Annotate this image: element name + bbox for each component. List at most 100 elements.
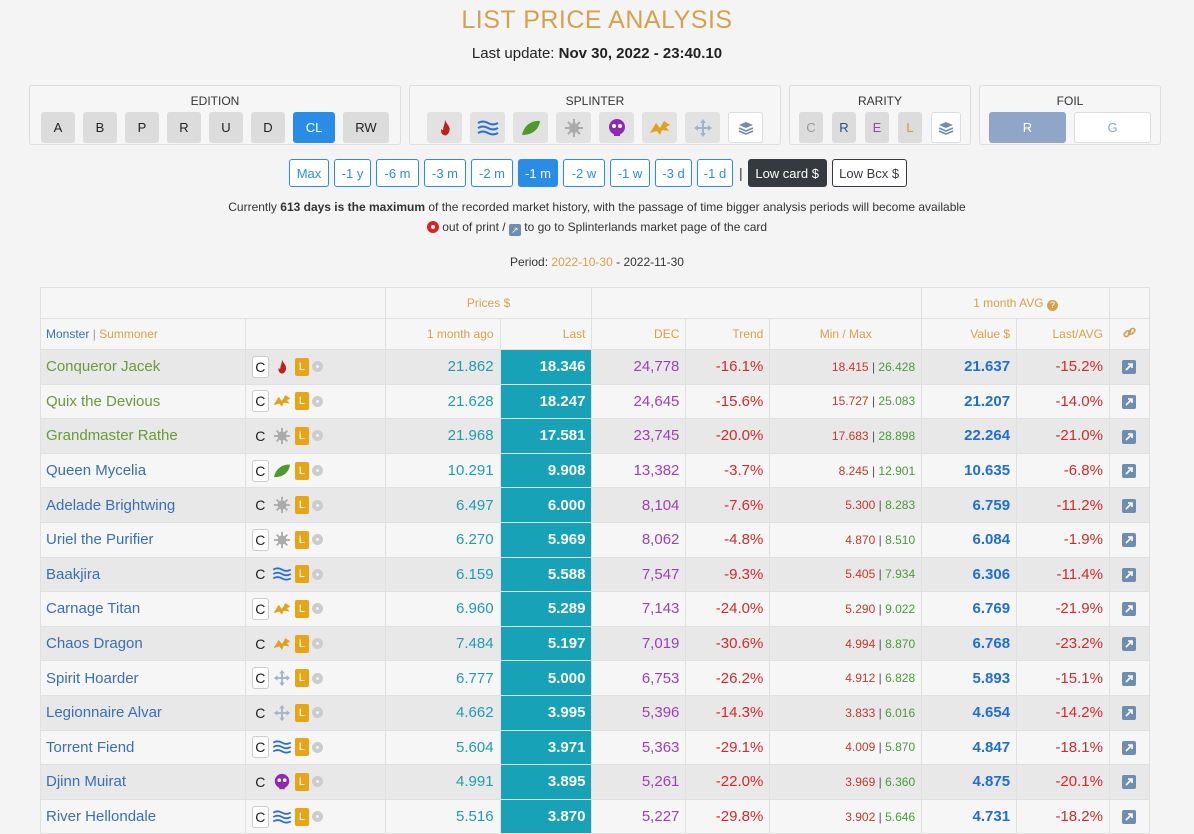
period-3d-button[interactable]: -3 d — [655, 159, 692, 187]
monster-name[interactable]: Legionnaire Alvar — [40, 694, 246, 731]
monster-name[interactable]: Carnage Titan — [40, 591, 246, 627]
external-link-icon[interactable] — [1122, 567, 1137, 582]
icons-column-header — [244, 318, 386, 350]
edition-rw-button[interactable]: RW — [343, 112, 389, 143]
splinter-neutral-button[interactable] — [685, 112, 720, 143]
external-link-icon[interactable] — [1122, 498, 1137, 513]
month-ago-header[interactable]: 1 month ago — [384, 318, 501, 350]
lastavg-header[interactable]: Last/AVG — [1016, 318, 1110, 350]
market-link[interactable] — [1108, 798, 1151, 834]
edition-r-button[interactable]: R — [167, 112, 201, 143]
life-icon — [272, 530, 292, 550]
external-link-icon[interactable] — [1122, 602, 1137, 617]
monster-name[interactable]: Chaos Dragon — [40, 625, 246, 662]
external-link-icon[interactable] — [1122, 810, 1137, 825]
month-ago-price: 6.960 — [384, 591, 501, 627]
external-link-icon[interactable] — [1122, 360, 1137, 375]
minmax-header[interactable]: Min / Max — [769, 318, 923, 350]
rarity-badge: C — [255, 497, 266, 514]
external-link-icon[interactable] — [1122, 637, 1137, 652]
monster-name[interactable]: River Hellondale — [40, 798, 246, 834]
last-header[interactable]: Last — [499, 318, 593, 350]
month-ago-price: 21.862 — [384, 349, 501, 385]
splinter-earth-button[interactable] — [513, 112, 548, 143]
rarity-rare-button[interactable]: R — [832, 112, 856, 143]
max-value: 8.283 — [885, 498, 916, 513]
period-6m-button[interactable]: -6 m — [376, 159, 419, 187]
market-link[interactable] — [1108, 383, 1151, 420]
water-icon — [272, 807, 292, 827]
monster-name[interactable]: Djinn Muirat — [40, 764, 246, 800]
value-header[interactable]: Value $ — [921, 318, 1018, 350]
help-icon[interactable]: ? — [1046, 299, 1058, 311]
fire-icon — [440, 119, 450, 135]
external-link-icon[interactable] — [1122, 740, 1137, 755]
external-link-icon[interactable] — [1122, 775, 1137, 790]
rarity-common-button[interactable]: C — [799, 112, 823, 143]
foil-gold-button[interactable]: G — [1074, 112, 1151, 143]
market-link[interactable] — [1108, 694, 1151, 731]
market-link[interactable] — [1108, 418, 1151, 454]
period-2w-button[interactable]: -2 w — [563, 159, 605, 187]
market-link[interactable] — [1108, 591, 1151, 627]
period-max-button[interactable]: Max — [289, 159, 329, 187]
rarity-badge: C — [251, 736, 269, 759]
external-link-icon[interactable] — [1122, 429, 1137, 444]
external-link-icon[interactable] — [1122, 671, 1137, 686]
market-link[interactable] — [1108, 556, 1151, 593]
edition-d-button[interactable]: D — [251, 112, 285, 143]
monster-name[interactable]: Conqueror Jacek — [40, 349, 246, 385]
low-bcx-button[interactable]: Low Bcx $ — [831, 159, 907, 187]
market-link[interactable] — [1108, 521, 1151, 558]
rarity-legendary-button[interactable]: L — [898, 112, 922, 143]
period-3m-button[interactable]: -3 m — [424, 159, 466, 187]
external-link-icon[interactable] — [1122, 706, 1137, 721]
edition-u-button[interactable]: U — [209, 112, 243, 143]
period-1m-button[interactable]: -1 m — [518, 159, 558, 187]
monster-name[interactable]: Quix the Devious — [40, 383, 246, 420]
external-link-icon[interactable] — [1122, 394, 1137, 409]
market-link[interactable] — [1108, 660, 1151, 696]
market-link[interactable] — [1108, 729, 1151, 766]
edition-cl-button[interactable]: CL — [293, 112, 335, 143]
splinter-all-button[interactable] — [728, 112, 763, 143]
rarity-epic-button[interactable]: E — [865, 112, 889, 143]
period-1y-button[interactable]: -1 y — [334, 159, 371, 187]
min-max-sep: | — [871, 394, 876, 409]
monster-name[interactable]: Torrent Fiend — [40, 729, 246, 766]
out-of-print-icon — [426, 221, 439, 233]
market-link[interactable] — [1108, 764, 1151, 800]
tier-badge: L — [294, 565, 309, 584]
edition-a-button[interactable]: A — [41, 112, 75, 143]
monster-column-header[interactable]: Monster | Summoner — [40, 318, 246, 350]
edition-b-button[interactable]: B — [83, 112, 117, 143]
min-value: 17.683 — [831, 428, 869, 443]
market-link[interactable] — [1108, 349, 1151, 385]
period-1w-button[interactable]: -1 w — [610, 159, 650, 187]
foil-regular-button[interactable]: R — [989, 112, 1066, 143]
period-2m-button[interactable]: -2 m — [471, 159, 513, 187]
trend-header[interactable]: Trend — [685, 318, 771, 350]
external-link-icon[interactable] — [1122, 533, 1137, 548]
edition-p-button[interactable]: P — [125, 112, 159, 143]
external-link-icon[interactable] — [1122, 464, 1137, 479]
splinter-water-button[interactable] — [470, 112, 505, 143]
monster-name[interactable]: Grandmaster Rathe — [40, 418, 246, 454]
rarity-all-button[interactable] — [931, 112, 961, 143]
monster-name[interactable]: Spirit Hoarder — [40, 660, 246, 696]
splinter-life-button[interactable] — [556, 112, 591, 143]
market-link[interactable] — [1108, 487, 1151, 523]
market-link[interactable] — [1108, 452, 1151, 489]
low-card-button[interactable]: Low card $ — [747, 159, 827, 187]
monster-name[interactable]: Baakjira — [40, 556, 246, 593]
dec-header[interactable]: DEC — [591, 318, 687, 350]
min-max: 4.870 | 8.510 — [769, 521, 923, 558]
splinter-fire-button[interactable] — [427, 112, 462, 143]
market-link[interactable] — [1108, 625, 1151, 662]
splinter-dragon-button[interactable] — [642, 112, 677, 143]
monster-name[interactable]: Queen Mycelia — [40, 452, 246, 489]
monster-name[interactable]: Adelade Brightwing — [40, 487, 246, 523]
period-1d-button[interactable]: -1 d — [697, 159, 733, 187]
splinter-death-button[interactable] — [599, 112, 634, 143]
monster-name[interactable]: Uriel the Purifier — [40, 521, 246, 558]
